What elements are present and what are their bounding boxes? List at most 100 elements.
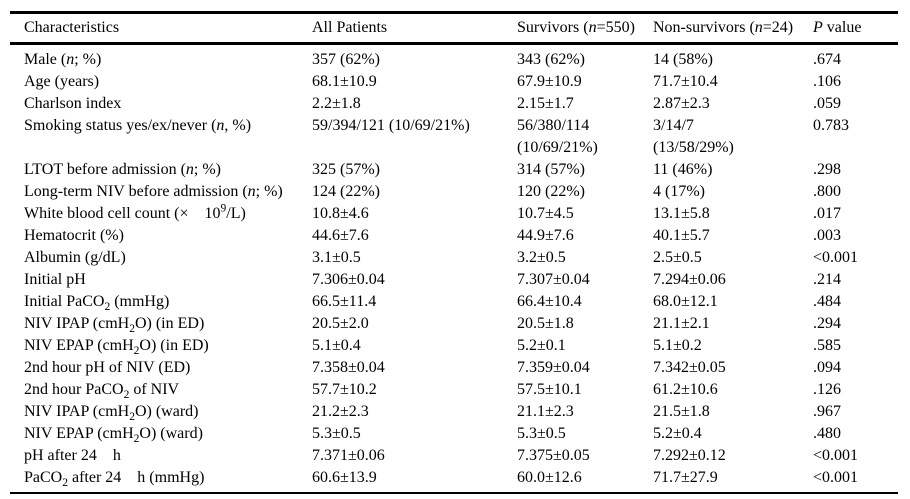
non-survivors-value-cell: 21.5±1.8 (653, 403, 710, 420)
column-header-p-value: P value (813, 19, 862, 36)
non-survivors-value-cell: 40.1±5.7 (653, 227, 710, 244)
survivors-value-cell: 67.9±10.9 (517, 73, 582, 90)
non-survivors-value-cell: 2.87±2.3 (653, 95, 710, 112)
p-value-cell: <0.001 (813, 447, 859, 464)
header-row: Characteristics All Patients Survivors (… (10, 13, 898, 44)
non-survivors-value-cell: 7.292±0.12 (653, 447, 726, 464)
row-label-cell: PaCO2 after 24 h (mmHg) (24, 469, 205, 490)
p-value-cell: .003 (813, 227, 841, 244)
all-patients-value-cell: 57.7±10.2 (312, 381, 377, 398)
p-value-cell: <0.001 (813, 469, 859, 486)
row-label-cell: White blood cell count (× 109/L) (24, 202, 246, 222)
row-label-cell: Hematocrit (%) (24, 227, 124, 244)
table-row: Albumin (g/dL) 3.1±0.5 3.2±0.5 2.5±0.5 <… (10, 247, 898, 269)
all-patients-value-cell: 5.1±0.4 (312, 337, 361, 354)
non-survivors-value-cell: 68.0±12.1 (653, 293, 718, 310)
non-survivors-value-cell: 13.1±5.8 (653, 205, 710, 222)
table-header: Characteristics All Patients Survivors (… (10, 13, 898, 44)
row-label-cell: 2nd hour pH of NIV (ED) (24, 359, 191, 376)
p-value-cell: <0.001 (813, 249, 859, 266)
all-patients-value-cell: 325 (57%) (312, 161, 380, 178)
p-value-cell: .800 (813, 183, 841, 200)
row-label-cell: pH after 24 h (24, 447, 121, 464)
table-body: Male (n; %) 357 (62%) 343 (62%) 14 (58%)… (10, 44, 898, 494)
table-row: NIV IPAP (cmH2O) (in ED) 20.5±2.0 20.5±1… (10, 313, 898, 335)
all-patients-value-cell: 7.306±0.04 (312, 271, 385, 288)
non-survivors-value-cell: 2.5±0.5 (653, 249, 702, 266)
column-header-survivors: Survivors (n=550) (517, 19, 635, 36)
table-row: 2nd hour PaCO2 of NIV 57.7±10.2 57.5±10.… (10, 379, 898, 401)
table-row: White blood cell count (× 109/L) 10.8±4.… (10, 203, 898, 225)
patient-characteristics-table-container: Characteristics All Patients Survivors (… (10, 11, 898, 494)
survivors-value-cell: 3.2±0.5 (517, 249, 566, 266)
survivors-value-cell: 7.375±0.05 (517, 447, 590, 464)
p-value-cell: .484 (813, 293, 841, 310)
survivors-value-cell: 56/380/114 (10/69/21%) (517, 117, 598, 156)
non-survivors-value-cell: 3/14/7 (13/58/29%) (653, 117, 734, 156)
all-patients-value-cell: 59/394/121 (10/69/21%) (312, 117, 470, 134)
p-value-cell: .967 (813, 403, 841, 420)
column-header-non-survivors: Non-survivors (n=24) (653, 19, 794, 36)
table-row: Initial PaCO2 (mmHg) 66.5±11.4 66.4±10.4… (10, 291, 898, 313)
row-label-cell: Initial pH (24, 271, 86, 288)
p-value-cell: .585 (813, 337, 841, 354)
table-row: Initial pH 7.306±0.04 7.307±0.04 7.294±0… (10, 269, 898, 291)
row-label-cell: Smoking status yes/ex/never (n, %) (24, 117, 252, 134)
non-survivors-value-cell: 5.1±0.2 (653, 337, 702, 354)
table-row: Long-term NIV before admission (n; %) 12… (10, 181, 898, 203)
table-row: Hematocrit (%) 44.6±7.6 44.9±7.6 40.1±5.… (10, 225, 898, 247)
survivors-value-cell: 2.15±1.7 (517, 95, 574, 112)
survivors-value-cell: 44.9±7.6 (517, 227, 574, 244)
row-label-cell: NIV IPAP (cmH2O) (in ED) (24, 315, 205, 336)
row-label-cell: NIV EPAP (cmH2O) (ward) (24, 425, 203, 446)
row-label-cell: NIV IPAP (cmH2O) (ward) (24, 403, 199, 424)
table-row: 2nd hour pH of NIV (ED) 7.358±0.04 7.359… (10, 357, 898, 379)
p-value-cell: .017 (813, 205, 841, 222)
row-label-cell: Male (n; %) (24, 51, 102, 68)
p-value-cell: .126 (813, 381, 841, 398)
all-patients-value-cell: 10.8±4.6 (312, 205, 369, 222)
survivors-value-cell: 7.359±0.04 (517, 359, 590, 376)
row-label-cell: Charlson index (24, 95, 122, 112)
p-value-cell: .106 (813, 73, 841, 90)
p-value-cell: 0.783 (813, 117, 849, 134)
survivors-value-cell: 314 (57%) (517, 161, 585, 178)
survivors-value-cell: 10.7±4.5 (517, 205, 574, 222)
all-patients-value-cell: 5.3±0.5 (312, 425, 361, 442)
all-patients-value-cell: 357 (62%) (312, 51, 380, 68)
all-patients-value-cell: 7.358±0.04 (312, 359, 385, 376)
non-survivors-value-cell: 61.2±10.6 (653, 381, 718, 398)
all-patients-value-cell: 21.2±2.3 (312, 403, 369, 420)
p-value-cell: .294 (813, 315, 841, 332)
non-survivors-value-cell: 14 (58%) (653, 51, 713, 68)
non-survivors-value-cell: 4 (17%) (653, 183, 705, 200)
table-row: Male (n; %) 357 (62%) 343 (62%) 14 (58%)… (10, 44, 898, 72)
row-label-cell: Albumin (g/dL) (24, 249, 126, 266)
column-header-characteristics: Characteristics (24, 19, 120, 36)
table-row: pH after 24 h 7.371±0.06 7.375±0.05 7.29… (10, 445, 898, 467)
table-row: NIV EPAP (cmH2O) (in ED) 5.1±0.4 5.2±0.1… (10, 335, 898, 357)
survivors-value-cell: 57.5±10.1 (517, 381, 582, 398)
all-patients-value-cell: 3.1±0.5 (312, 249, 361, 266)
all-patients-value-cell: 2.2±1.8 (312, 95, 361, 112)
non-survivors-value-cell: 5.2±0.4 (653, 425, 702, 442)
all-patients-value-cell: 60.6±13.9 (312, 469, 377, 486)
row-label-cell: Initial PaCO2 (mmHg) (24, 293, 170, 314)
all-patients-value-cell: 68.1±10.9 (312, 73, 377, 90)
all-patients-value-cell: 66.5±11.4 (312, 293, 377, 310)
non-survivors-value-cell: 21.1±2.1 (653, 315, 710, 332)
table-row: Charlson index 2.2±1.8 2.15±1.7 2.87±2.3… (10, 93, 898, 115)
survivors-value-cell: 5.2±0.1 (517, 337, 566, 354)
patient-characteristics-table: Characteristics All Patients Survivors (… (10, 11, 898, 494)
survivors-value-cell: 66.4±10.4 (517, 293, 582, 310)
row-label-cell: Long-term NIV before admission (n; %) (24, 183, 283, 200)
row-label-cell: LTOT before admission (n; %) (24, 161, 222, 178)
survivors-value-cell: 60.0±12.6 (517, 469, 582, 486)
row-label-cell: NIV EPAP (cmH2O) (in ED) (24, 337, 209, 358)
table-row: NIV EPAP (cmH2O) (ward) 5.3±0.5 5.3±0.5 … (10, 423, 898, 445)
survivors-value-cell: 20.5±1.8 (517, 315, 574, 332)
p-value-cell: .094 (813, 359, 841, 376)
all-patients-value-cell: 124 (22%) (312, 183, 380, 200)
p-value-cell: .214 (813, 271, 841, 288)
p-value-cell: .480 (813, 425, 841, 442)
